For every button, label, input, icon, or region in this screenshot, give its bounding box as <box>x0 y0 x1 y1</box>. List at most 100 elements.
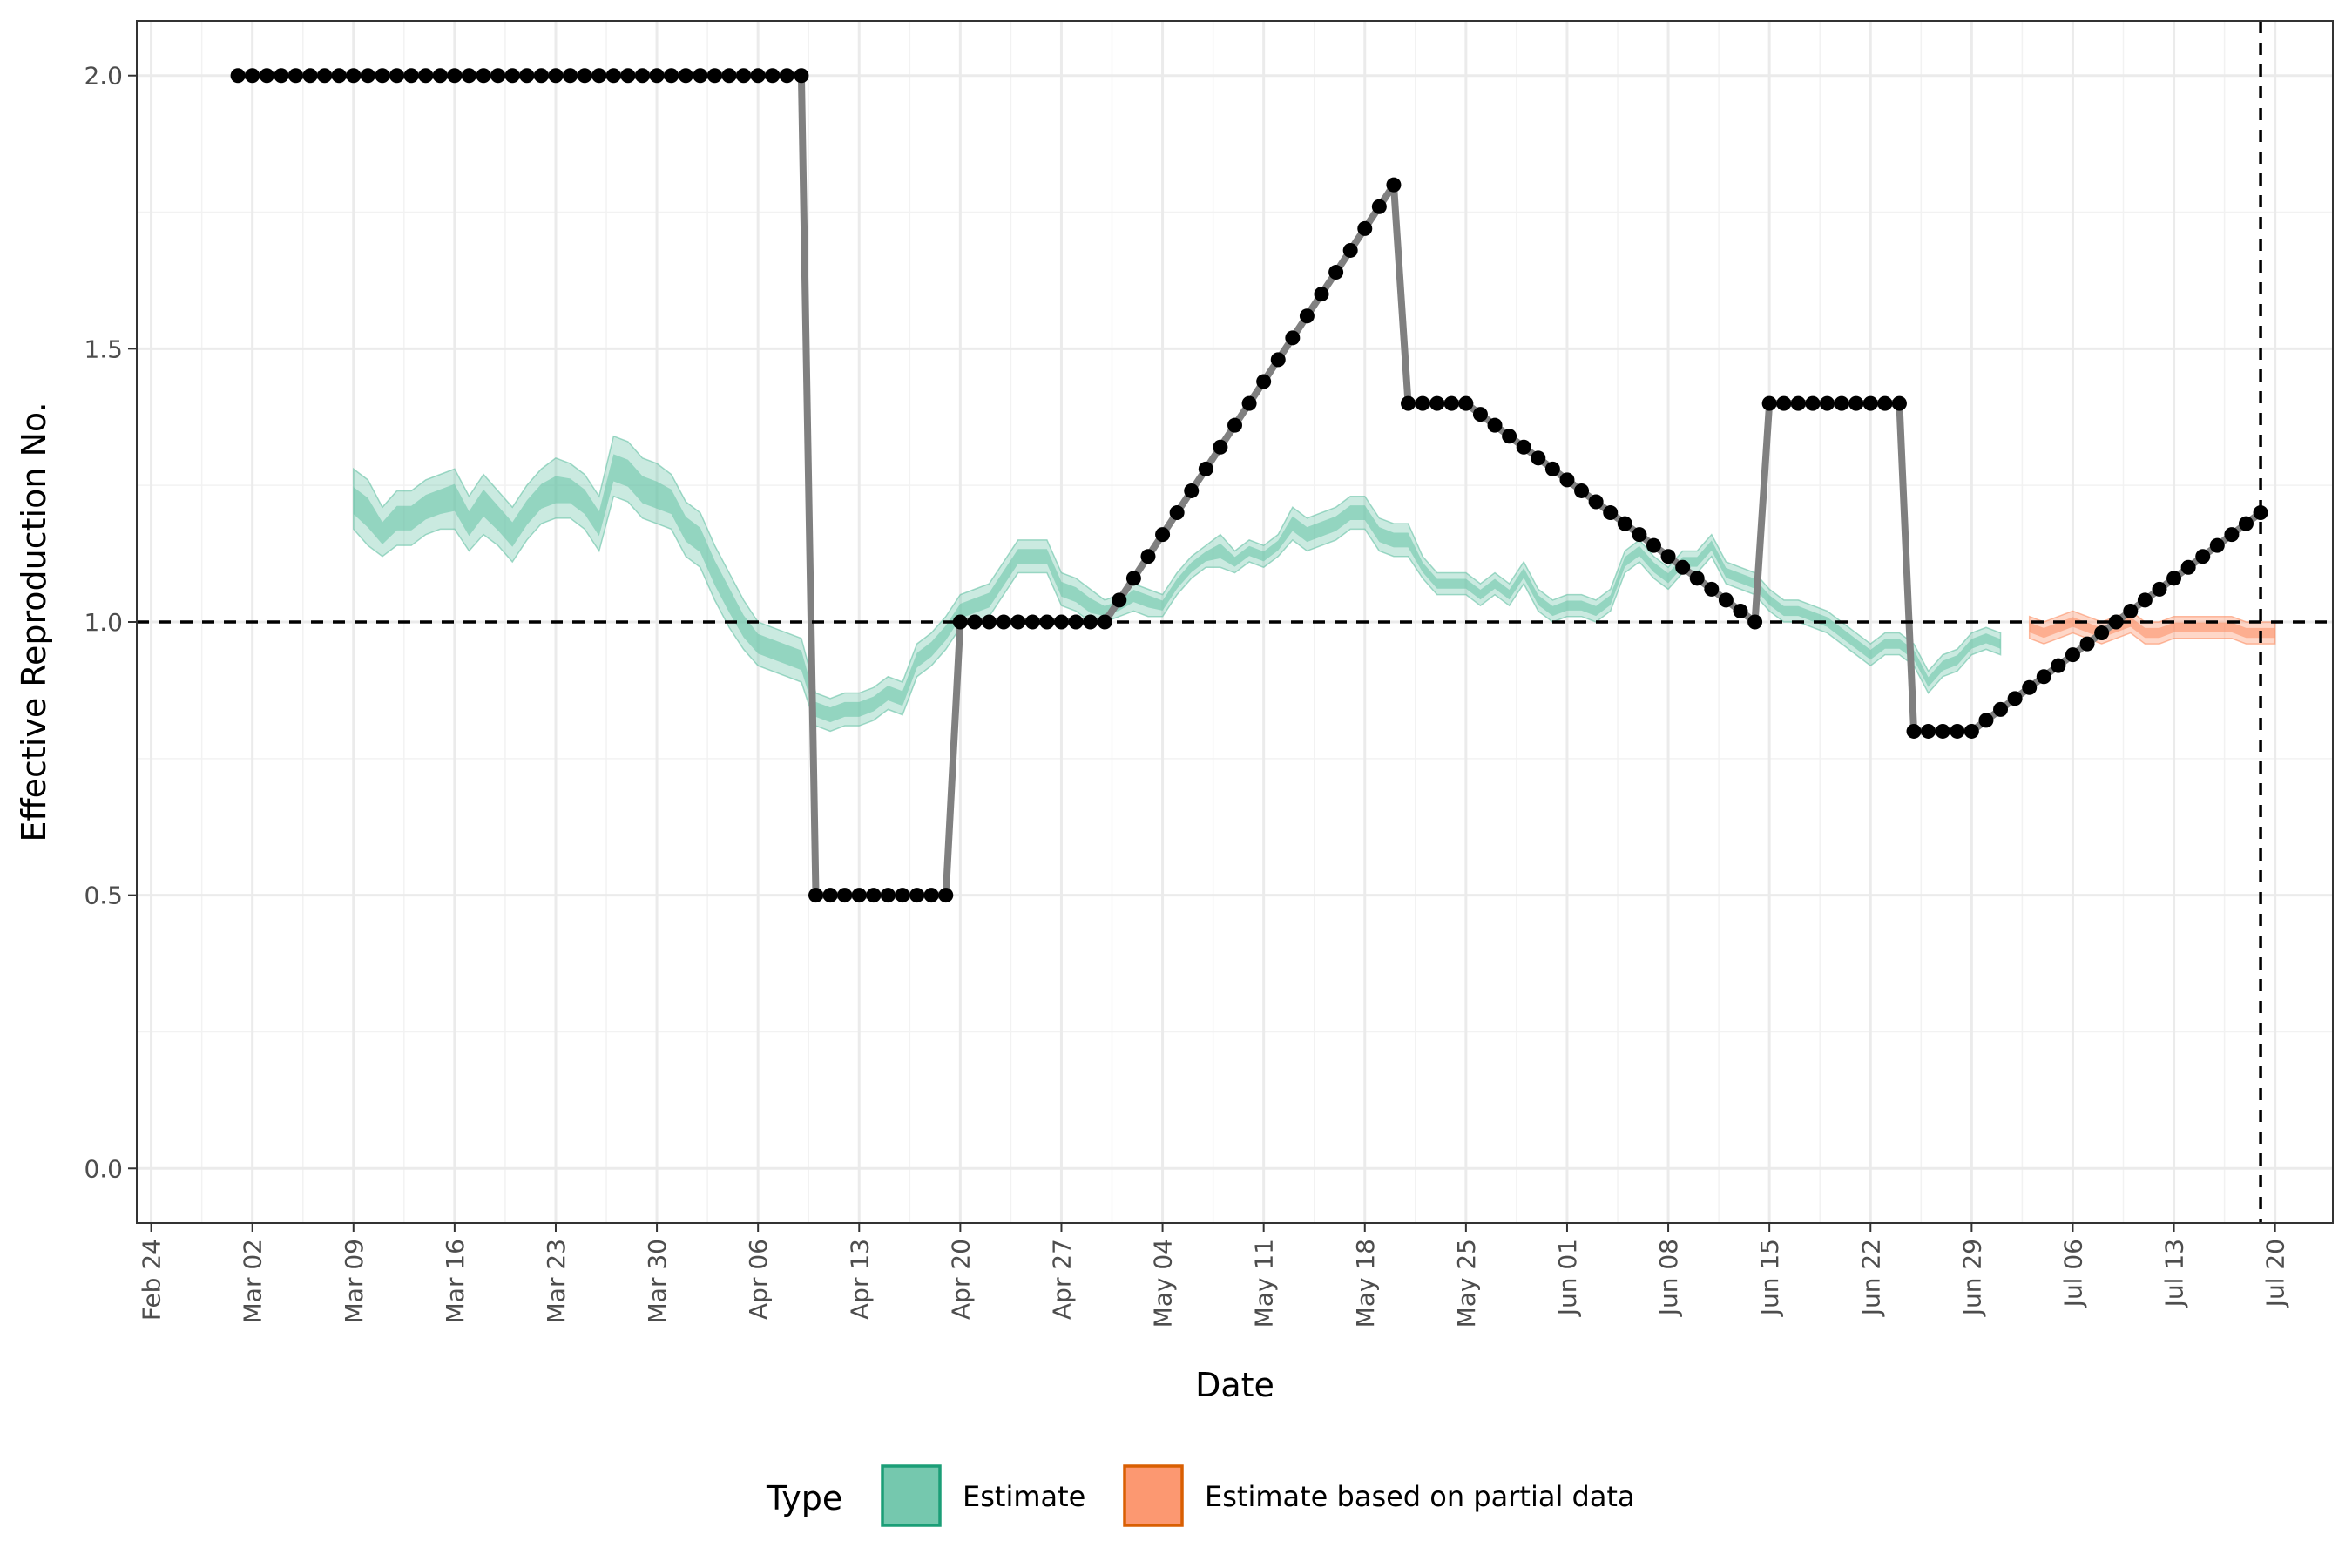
truth-point <box>1704 581 1720 597</box>
y-tick-label: 2.0 <box>84 62 123 91</box>
truth-point <box>923 888 939 903</box>
truth-point <box>664 68 679 84</box>
truth-point <box>2224 527 2240 543</box>
x-axis: Feb 24 Mar 02 Mar 09 Mar 16 Mar 23 Mar 30 Apr … <box>138 1223 2290 1328</box>
x-tick-label: Jun 22 <box>1856 1239 1885 1317</box>
truth-point <box>1761 395 1777 411</box>
x-tick-label: Jun 15 <box>1755 1239 1784 1317</box>
truth-point <box>2051 658 2066 673</box>
truth-point <box>1978 713 1994 728</box>
major-gridlines <box>137 21 2333 1223</box>
truth-point <box>245 68 260 84</box>
truth-point <box>2137 592 2153 608</box>
x-tick-label: Jul 20 <box>2261 1239 2290 1308</box>
truth-point <box>230 68 246 84</box>
truth-point <box>259 68 274 84</box>
truth-point <box>678 68 693 84</box>
x-tick-label: May 18 <box>1351 1239 1380 1328</box>
x-tick-label: May 04 <box>1149 1239 1178 1328</box>
truth-point <box>375 68 390 84</box>
truth-point <box>1401 395 1416 411</box>
truth-point <box>1574 483 1590 498</box>
truth-point <box>2152 581 2167 597</box>
truth-point <box>996 614 1011 630</box>
truth-point <box>1950 723 1965 739</box>
truth-point <box>346 68 362 84</box>
truth-point <box>447 68 463 84</box>
reference-lines <box>137 21 2333 1223</box>
truth-point <box>1588 494 1604 510</box>
truth-point <box>1963 723 1979 739</box>
legend: Type Estimate Estimate based on partial d… <box>766 1464 1635 1527</box>
truth-point <box>938 888 954 903</box>
truth-point <box>1820 395 1835 411</box>
truth-point <box>1834 395 1849 411</box>
legend-label: Estimate <box>963 1480 1085 1513</box>
truth-point <box>851 888 867 903</box>
truth-point <box>895 888 910 903</box>
truth-point <box>808 888 824 903</box>
truth-point <box>2166 571 2182 586</box>
x-axis-title: Date <box>1195 1366 1274 1404</box>
truth-point <box>649 68 665 84</box>
x-tick-label: Mar 30 <box>643 1239 672 1323</box>
truth-point <box>721 68 737 84</box>
truth-point <box>519 68 535 84</box>
truth-point <box>1458 395 1474 411</box>
truth-point <box>1241 395 1257 411</box>
truth-point <box>317 68 333 84</box>
truth-point <box>2007 691 2023 706</box>
y-tick-label: 0.5 <box>84 882 123 910</box>
truth-point <box>1371 199 1387 214</box>
truth-point <box>1039 614 1055 630</box>
truth-point <box>360 68 375 84</box>
truth-point <box>476 68 491 84</box>
truth-point <box>591 68 607 84</box>
truth-point <box>1993 701 2009 717</box>
truth-point <box>2094 625 2110 641</box>
truth-point <box>1617 516 1632 531</box>
x-tick-label: Mar 23 <box>542 1239 571 1323</box>
truth-point <box>432 68 448 84</box>
x-tick-label: Mar 16 <box>441 1239 470 1323</box>
truth-point <box>706 68 722 84</box>
truth-point <box>548 68 564 84</box>
truth-point <box>1198 461 1213 476</box>
truth-point <box>1733 603 1748 618</box>
truth-point <box>1935 723 1950 739</box>
truth-point <box>1891 395 1907 411</box>
truth-point <box>1429 395 1445 411</box>
truth-point <box>1155 527 1171 543</box>
truth-point <box>577 68 592 84</box>
x-tick-label: Apr 06 <box>744 1239 773 1320</box>
truth-point <box>1921 723 1936 739</box>
truth-point <box>1386 177 1402 193</box>
truth-point <box>693 68 708 84</box>
truth-point <box>837 888 853 903</box>
truth-point <box>2123 603 2139 618</box>
truth-point <box>1328 265 1344 280</box>
truth-point <box>490 68 506 84</box>
y-axis-title: Effective Reproduction No. <box>15 402 53 841</box>
truth-point <box>2195 549 2211 564</box>
x-tick-label: Mar 09 <box>340 1239 368 1323</box>
truth-point <box>403 68 419 84</box>
truth-point <box>1660 549 1676 564</box>
truth-point <box>1487 417 1503 433</box>
truth-point <box>794 68 809 84</box>
truth-point <box>2036 669 2051 685</box>
truth-point <box>461 68 476 84</box>
ribbon-inner-band <box>353 454 2001 723</box>
truth-point <box>2108 614 2124 630</box>
ribbon-inner-band <box>2029 617 2275 639</box>
x-tick-label: Apr 20 <box>946 1239 975 1320</box>
truth-point <box>504 68 520 84</box>
truth-point <box>1559 472 1575 488</box>
truth-point <box>1675 559 1691 575</box>
truth-point <box>1299 308 1315 324</box>
x-tick-label: Jun 08 <box>1654 1239 1683 1317</box>
truth-point <box>2209 537 2225 553</box>
truth-point <box>1531 450 1546 466</box>
truth-point <box>1603 505 1619 521</box>
